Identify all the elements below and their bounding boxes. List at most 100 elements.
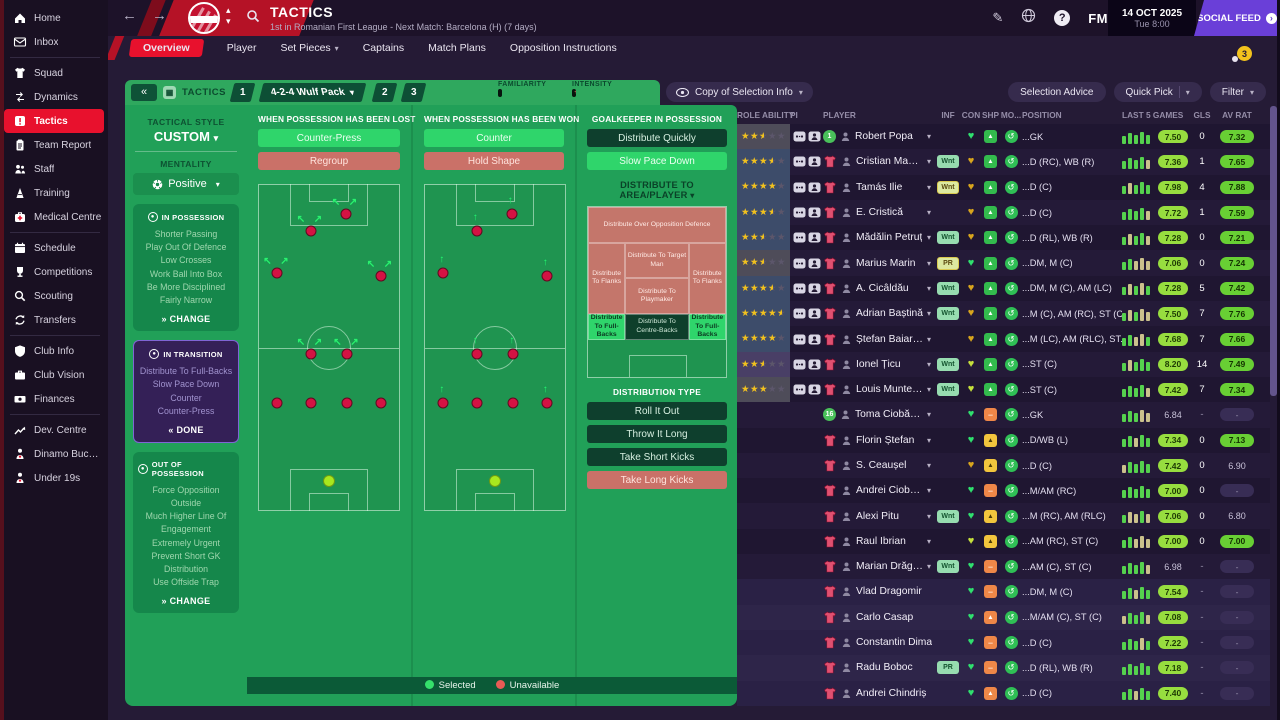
scrollbar-track[interactable] bbox=[1270, 106, 1277, 720]
sidebar-item-squad[interactable]: Squad bbox=[4, 61, 104, 85]
player-dot[interactable] bbox=[305, 225, 317, 236]
tactical-style-value[interactable]: CUSTOM ▾ bbox=[153, 129, 219, 144]
player-name[interactable]: E. Cristică bbox=[856, 207, 903, 219]
column-header-mo[interactable]: MO... bbox=[1000, 110, 1022, 120]
chevron-down-icon[interactable]: ▾ bbox=[926, 208, 931, 218]
table-row[interactable]: ★ ★ ★ ★ ★ ★ ★ ★ ★ Cristian Manea ▾ Wnt ♥ ▲ ↺ ...D (RC),… bbox=[737, 149, 1270, 175]
sidebar-item-dynamics[interactable]: Dynamics bbox=[4, 85, 104, 109]
chevron-down-icon[interactable]: ▾ bbox=[926, 385, 931, 395]
player-cell[interactable]: Raul Ibrian ▾ bbox=[823, 535, 935, 548]
chevron-down-icon[interactable]: ▾ bbox=[926, 157, 931, 167]
player-dot[interactable] bbox=[271, 397, 283, 409]
help-icon[interactable]: ? bbox=[1054, 10, 1071, 26]
player-name[interactable]: Ionel Țicu bbox=[856, 358, 901, 370]
table-row[interactable]: Andrei Chindriș ♥ ▲ ↺ ...D (C) 7.40- - bbox=[737, 680, 1270, 706]
sidebar-item-home[interactable]: Home bbox=[4, 6, 104, 30]
player-dot[interactable] bbox=[271, 267, 283, 279]
chevron-down-icon[interactable]: ▾ bbox=[926, 334, 931, 344]
player-name[interactable]: Louis Munteanu bbox=[856, 384, 923, 396]
chevron-down-icon[interactable]: ▾ bbox=[926, 182, 931, 192]
search-icon[interactable] bbox=[246, 9, 260, 28]
table-row[interactable]: Marian Drăgan ▾ Wnt ♥ − ↺ ...AM (C), ST (C) 6.9… bbox=[737, 554, 1270, 580]
table-row[interactable]: Radu Boboc PR ♥ − ↺ ...D (RL), WB (R) 7.18- - bbox=[737, 655, 1270, 681]
chevron-down-icon[interactable]: ▾ bbox=[926, 511, 931, 521]
player-name[interactable]: Carlo Casap bbox=[856, 611, 914, 623]
take-short-kicks-button[interactable]: Take Short Kicks bbox=[587, 448, 727, 466]
player-dot[interactable] bbox=[305, 397, 317, 409]
sidebar-item-club-info[interactable]: Club Info bbox=[4, 339, 104, 363]
club-crest[interactable] bbox=[188, 2, 220, 34]
chevron-down-icon[interactable]: ▾ bbox=[926, 461, 931, 470]
column-header-av-rat[interactable]: AV RAT bbox=[1222, 110, 1252, 120]
slow-pace-down-button[interactable]: Slow Pace Down bbox=[587, 152, 727, 170]
chevron-down-icon[interactable]: ▾ bbox=[926, 132, 931, 142]
take-long-kicks-button[interactable]: Take Long Kicks bbox=[587, 471, 727, 489]
sidebar-item-training[interactable]: Training bbox=[4, 181, 104, 205]
player-cell[interactable]: 1 Robert Popa ▾ bbox=[823, 130, 935, 144]
player-cell[interactable]: Andrei Ciobanu ▾ bbox=[823, 484, 935, 497]
selection-advice-button[interactable]: Selection Advice bbox=[1008, 82, 1106, 102]
table-row[interactable]: ★ ★ ★ ★ ★ ★ ★ ★ Mădălin Petruț ▾ Wnt ♥ ▲ ↺ ...D (RL), … bbox=[737, 225, 1270, 251]
player-name[interactable]: A. Cicâldău bbox=[856, 282, 909, 294]
tab-set-pieces[interactable]: Set Pieces ▾ bbox=[280, 42, 339, 54]
player-name[interactable]: Marian Drăgan bbox=[856, 561, 923, 573]
counter-button[interactable]: Counter bbox=[424, 129, 564, 147]
sidebar-item-club-vision[interactable]: Club Vision bbox=[4, 363, 104, 387]
globe-icon[interactable] bbox=[1021, 8, 1036, 28]
chevron-down-icon[interactable]: ▾ bbox=[926, 486, 931, 496]
zone-centre-backs[interactable]: Distribute To Centre-Backs bbox=[625, 314, 689, 340]
table-row[interactable]: Raul Ibrian ▾ ♥ ▲ ↺ ...AM (RC), ST (C) 7.00 0 7.… bbox=[737, 528, 1270, 555]
chevron-down-icon[interactable]: ▾ bbox=[926, 359, 931, 369]
player-name[interactable]: Tamás Ilie bbox=[856, 181, 903, 193]
tactic-slot-1[interactable]: 1 bbox=[229, 83, 256, 102]
player-name[interactable]: Marius Marin bbox=[856, 257, 916, 269]
player-instructions-icons[interactable] bbox=[790, 383, 823, 396]
table-row[interactable]: ★ ★ ★ ★ ★ ★ ★ ★ ★ ★ Adrian Baștină ▾ Wnt ♥ ▲ ↺ ...M (C),… bbox=[737, 301, 1270, 327]
tab-match-plans[interactable]: Match Plans bbox=[428, 42, 486, 54]
table-row[interactable]: ★ ★ ★ ★ ★ ★ ★ ★ ★ Tamás Ilie ▾ Wnt ♥ ▲ ↺ ...D (C) 7.98 4 7… bbox=[737, 174, 1270, 200]
sidebar-item-dev-centre[interactable]: Dev. Centre bbox=[4, 418, 104, 442]
player-name[interactable]: Radu Boboc bbox=[856, 662, 913, 674]
back-button[interactable]: ← bbox=[122, 7, 137, 24]
scrollbar-thumb[interactable] bbox=[1270, 106, 1277, 396]
player-instructions-icons[interactable] bbox=[790, 130, 823, 143]
sidebar-item-tactics[interactable]: Tactics bbox=[4, 109, 104, 133]
player-cell[interactable]: Marius Marin ▾ bbox=[823, 257, 935, 270]
player-cell[interactable]: Florin Ștefan ▾ bbox=[823, 434, 935, 447]
table-row[interactable]: ★ ★ ★ ★ ★ ★ ★ ★ ★ A. Cicâldău ▾ Wnt ♥ ▲ ↺ ...DM, M (C),… bbox=[737, 275, 1270, 302]
column-header-player[interactable]: PLAYER bbox=[823, 110, 856, 120]
distribute-area-header[interactable]: DISTRIBUTE TO AREA/PLAYER ▾ bbox=[619, 180, 695, 200]
player-dot[interactable] bbox=[375, 270, 387, 282]
player-cell[interactable]: Radu Boboc bbox=[823, 661, 935, 674]
sidebar-item-inbox[interactable]: Inbox bbox=[4, 30, 104, 54]
change-in-possession-button[interactable]: » CHANGE bbox=[161, 314, 211, 325]
player-instructions-icons[interactable] bbox=[790, 231, 823, 244]
chevron-down-icon[interactable]: ▾ bbox=[926, 562, 931, 572]
column-header-shp[interactable]: SHP bbox=[981, 110, 1000, 120]
chevron-down-icon[interactable]: ▾ bbox=[926, 309, 931, 319]
player-instructions-icons[interactable] bbox=[790, 282, 823, 295]
table-row[interactable]: S. Ceaușel ▾ ♥ ▲ ↺ ...D (C) 7.42 0 6.90 bbox=[737, 452, 1270, 479]
zone-target-man[interactable]: Distribute To Target Man bbox=[625, 242, 689, 279]
chevron-down-icon[interactable]: ▾ bbox=[926, 536, 931, 546]
player-instructions-icons[interactable] bbox=[790, 358, 823, 371]
table-row[interactable]: 16 Toma Ciobănică ▾ ♥ − ↺ ...GK 6.84 - - bbox=[737, 402, 1270, 428]
sidebar-item-transfers[interactable]: Transfers bbox=[4, 308, 104, 332]
copy-selection-dropdown[interactable]: Copy of Selection Info ▾ bbox=[666, 82, 813, 102]
fm-logo[interactable]: FM bbox=[1088, 10, 1108, 26]
player-name[interactable]: Robert Popa bbox=[855, 131, 913, 143]
player-instructions-icons[interactable] bbox=[790, 206, 823, 219]
filter-button[interactable]: Filter ▾ bbox=[1209, 82, 1266, 102]
player-name[interactable]: Raul Ibrian bbox=[856, 535, 906, 547]
zone-playmaker[interactable]: Distribute To Playmaker bbox=[625, 278, 689, 315]
player-cell[interactable]: Constantin Dima bbox=[823, 636, 935, 649]
player-cell[interactable]: 16 Toma Ciobănică ▾ bbox=[823, 408, 935, 422]
column-header-position[interactable]: POSITION bbox=[1022, 110, 1062, 120]
quick-pick-button[interactable]: Quick Pick ▾ bbox=[1113, 82, 1202, 102]
chevron-down-icon[interactable]: ▾ bbox=[926, 233, 931, 243]
chevron-down-icon[interactable]: ▾ bbox=[926, 258, 931, 268]
player-cell[interactable]: Mădălin Petruț ▾ bbox=[823, 231, 935, 244]
zone-full-backs-right[interactable]: Distribute To Full-Backs bbox=[688, 314, 726, 340]
player-cell[interactable]: Ionel Țicu ▾ bbox=[823, 358, 935, 371]
table-row[interactable]: Florin Ștefan ▾ ♥ ▲ ↺ ...D/WB (L) 7.34 0 7.13 bbox=[737, 427, 1270, 453]
